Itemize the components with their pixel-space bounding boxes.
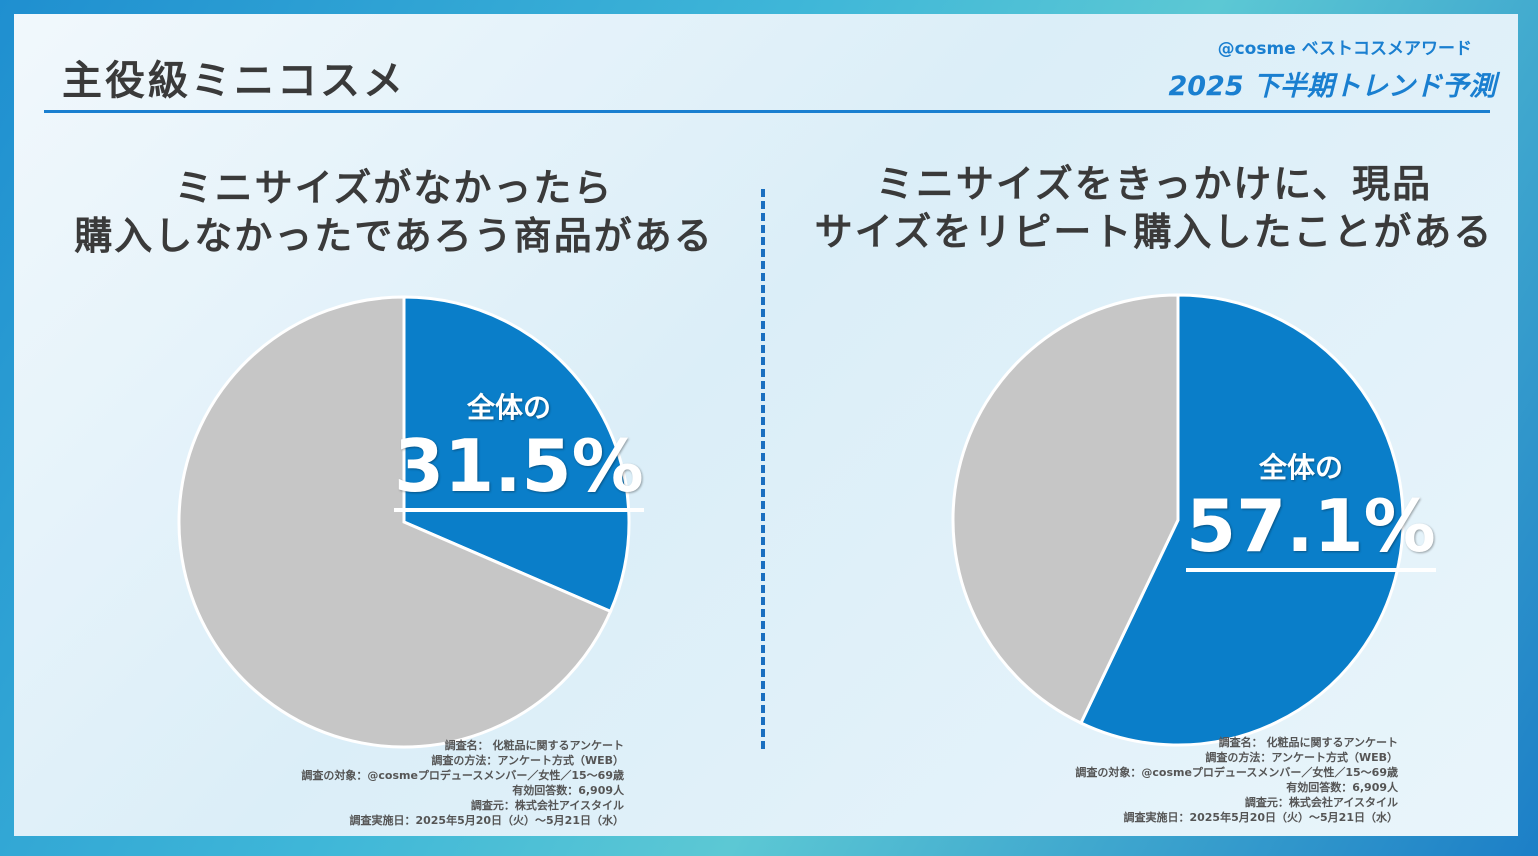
header-rule [44, 110, 1490, 113]
brand-label: @cosme ベストコスメアワード [1217, 39, 1472, 59]
page-title: 主役級ミニコスメ [62, 58, 406, 104]
question-1-title: ミニサイズがなかったら 購入しなかったであろう商品がある [34, 164, 754, 260]
dashed-divider [761, 189, 765, 749]
survey-note: 調査の方法：アンケート方式（WEB） [1205, 751, 1398, 764]
survey-notes-left: 調査名： 化粧品に関するアンケート 調査の方法：アンケート方式（WEB） 調査の… [194, 738, 624, 828]
survey-note: 調査名： 化粧品に関するアンケート [1218, 736, 1398, 749]
pie-1-slice-1 [402, 295, 631, 614]
survey-notes-right: 調査名： 化粧品に関するアンケート 調査の方法：アンケート方式（WEB） 調査の… [968, 735, 1398, 825]
slide: 主役級ミニコスメ @cosme ベストコスメアワード 2025 下半期トレンド予… [14, 14, 1518, 836]
survey-note: 調査の対象：@cosmeプロデュースメンバー／女性／15～69歳 [301, 769, 624, 782]
survey-note: 調査元：株式会社アイスタイル [470, 799, 624, 812]
pie-2-callout: 全体の 57.1% [1186, 446, 1436, 572]
question-1-line-2: 購入しなかったであろう商品がある [74, 214, 714, 258]
pie-1-callout-prefix: 全体の [466, 391, 551, 424]
survey-note: 調査実施日：2025年5月20日（火）～5月21日（水） [349, 814, 624, 827]
pie-chart-2 [951, 293, 1405, 747]
survey-note: 調査の対象：@cosmeプロデュースメンバー／女性／15～69歳 [1075, 766, 1398, 779]
pie-chart-1 [177, 295, 631, 749]
question-1-line-1: ミニサイズがなかったら [174, 166, 614, 210]
pie-2-callout-value: 57.1% [1186, 486, 1436, 572]
pie-1-callout-value: 31.5% [394, 426, 644, 512]
question-2-line-2: サイズをリピート購入したことがある [814, 210, 1494, 254]
pie-1-callout: 全体の 31.5% [394, 386, 644, 512]
question-2-line-1: ミニサイズをきっかけに、現品 [875, 162, 1433, 206]
trend-label: 2025 下半期トレンド予測 [1168, 71, 1496, 102]
question-2-title: ミニサイズをきっかけに、現品 サイズをリピート購入したことがある [794, 160, 1514, 256]
survey-note: 調査元：株式会社アイスタイル [1244, 796, 1398, 809]
survey-note: 調査名： 化粧品に関するアンケート [444, 739, 624, 752]
survey-note: 調査実施日：2025年5月20日（火）～5月21日（水） [1123, 811, 1398, 824]
survey-note: 有効回答数：6,909人 [1286, 781, 1398, 794]
pie-2-callout-prefix: 全体の [1258, 451, 1343, 484]
pie-1-slice-2 [177, 295, 613, 749]
pie-2-slice-2 [951, 293, 1180, 725]
survey-note: 有効回答数：6,909人 [512, 784, 624, 797]
survey-note: 調査の方法：アンケート方式（WEB） [431, 754, 624, 767]
